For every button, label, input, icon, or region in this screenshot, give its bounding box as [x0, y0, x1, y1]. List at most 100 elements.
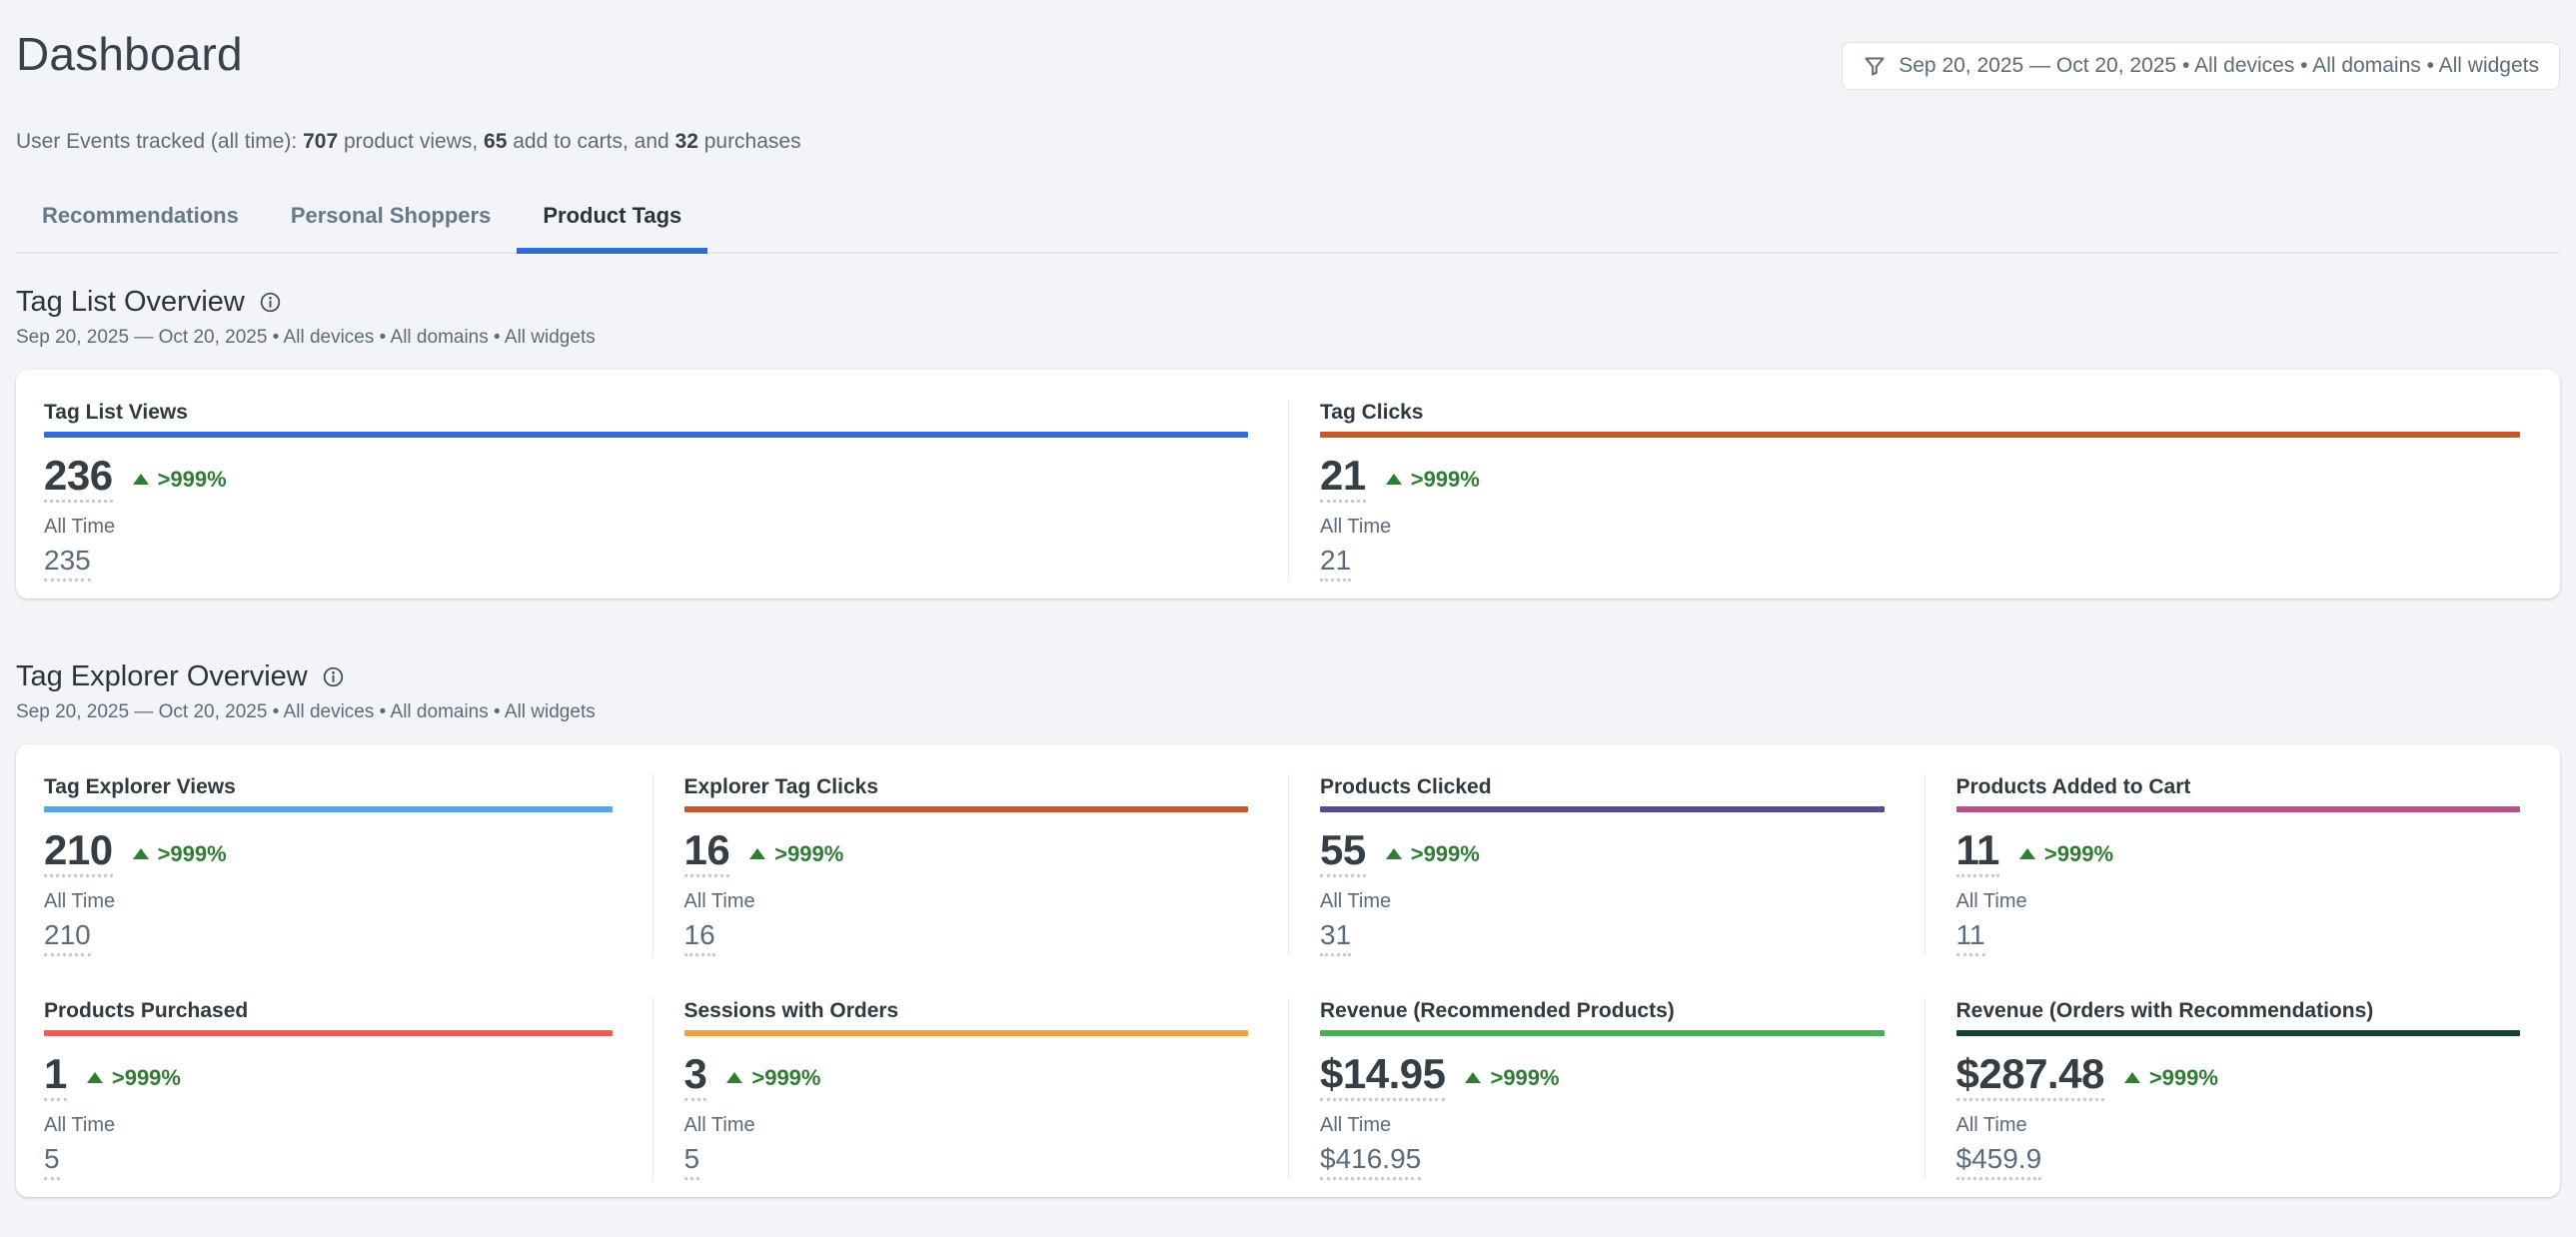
metric-delta: >999%: [86, 1064, 181, 1090]
triangle-up-icon: [749, 848, 766, 859]
metric-value[interactable]: 236: [44, 455, 113, 503]
metric-value[interactable]: 3: [683, 1053, 707, 1101]
metric-value-row: 1 >999%: [44, 1053, 613, 1101]
metrics-grid: Tag List Views 236 >999% All Time 235 Tag Cli…: [16, 400, 2560, 582]
metric-products-purchased: Products Purchased 1 >999% All Time 5: [16, 998, 652, 1180]
all-time-value[interactable]: 5: [683, 1144, 700, 1180]
all-time-label: All Time: [44, 516, 116, 538]
add-to-carts-count: 65: [484, 130, 508, 153]
metric-delta: >999%: [1385, 467, 1480, 492]
page-title: Dashboard: [16, 28, 243, 80]
metric-label: Products Purchased: [44, 999, 249, 1022]
triangle-up-icon: [2123, 1072, 2140, 1083]
metric-explorer-tag-clicks: Explorer Tag Clicks 16 >999% All Time 16: [651, 774, 1289, 956]
metric-delta: >999%: [1385, 840, 1480, 866]
metric-delta: >999%: [726, 1064, 821, 1090]
metric-label: Products Clicked: [1320, 775, 1492, 798]
sections-container: Tag List Overview Sep 20, 2025 — Oct 20, …: [16, 284, 2560, 1197]
metric-value[interactable]: 11: [1955, 829, 1999, 877]
section-filters-subtitle: Sep 20, 2025 — Oct 20, 2025 • All device…: [16, 327, 596, 348]
metric-value-row: 210 >999%: [44, 829, 613, 877]
all-time-label: All Time: [683, 890, 755, 912]
metric-value[interactable]: $287.48: [1955, 1053, 2104, 1101]
metric-delta-value: >999%: [774, 840, 844, 866]
metric-products-clicked: Products Clicked 55 >999% All Time 31: [1288, 774, 1925, 956]
metric-label: Tag Clicks: [1320, 401, 1424, 424]
section-title: Tag List Overview: [16, 286, 245, 318]
metric-label: Revenue (Orders with Recommendations): [1955, 999, 2374, 1022]
metric-accent-bar: [1955, 1030, 2520, 1036]
filter-funnel-icon: [1863, 54, 1887, 78]
triangle-up-icon: [1385, 848, 1402, 859]
metric-tag-list-views: Tag List Views 236 >999% All Time 235: [16, 400, 1288, 582]
metric-value[interactable]: 55: [1320, 829, 1366, 877]
metric-products-added-to-cart: Products Added to Cart 11 >999% All Time 11: [1924, 774, 2561, 956]
tab-bar: Recommendations Personal Shoppers Product …: [16, 202, 2560, 254]
metric-tag-clicks: Tag Clicks 21 >999% All Time 21: [1288, 400, 2560, 582]
metric-label: Sessions with Orders: [683, 999, 899, 1022]
all-time-value[interactable]: 21: [1320, 546, 1352, 582]
metric-value-row: 16 >999%: [683, 829, 1249, 877]
all-time-value[interactable]: 31: [1320, 920, 1352, 956]
metric-delta-value: >999%: [1410, 840, 1480, 866]
all-time-label: All Time: [1320, 516, 1392, 538]
all-time-value[interactable]: 235: [44, 546, 91, 582]
metric-value[interactable]: 21: [1320, 455, 1366, 503]
metric-revenue-recommended-products: Revenue (Recommended Products) $14.95 >999…: [1288, 998, 1925, 1180]
all-time-label: All Time: [1320, 1114, 1392, 1136]
metric-value-row: 55 >999%: [1320, 829, 1885, 877]
metric-delta: >999%: [132, 467, 227, 492]
global-filters-chip[interactable]: Sep 20, 2025 — Oct 20, 2025 • All device…: [1842, 42, 2560, 90]
metric-accent-bar: [1955, 806, 2520, 812]
purchases-count: 32: [674, 130, 698, 153]
metric-accent-bar: [44, 806, 613, 812]
metric-delta-value: >999%: [157, 840, 227, 866]
info-icon[interactable]: [322, 665, 345, 688]
info-icon[interactable]: [259, 291, 282, 314]
metric-revenue-orders-with-recommendations: Revenue (Orders with Recommendations) $28…: [1924, 998, 2561, 1180]
metric-delta-value: >999%: [751, 1064, 821, 1090]
metric-value-row: $14.95 >999%: [1320, 1053, 1885, 1101]
tab-personal-shoppers[interactable]: Personal Shoppers: [265, 202, 518, 254]
metric-value-row: 11 >999%: [1955, 829, 2521, 877]
all-time-label: All Time: [1320, 890, 1392, 912]
metric-accent-bar: [683, 1030, 1248, 1036]
all-time-label: All Time: [44, 1114, 116, 1136]
metric-label: Tag List Views: [44, 401, 188, 424]
metric-value-row: 3 >999%: [683, 1053, 1249, 1101]
tab-recommendations[interactable]: Recommendations: [16, 202, 265, 254]
section-tag-explorer-overview: Tag Explorer Overview Sep 20, 2025 — Oct …: [16, 658, 2560, 1197]
all-time-value[interactable]: 16: [683, 920, 715, 956]
section-filters-subtitle: Sep 20, 2025 — Oct 20, 2025 • All device…: [16, 701, 596, 722]
all-time-label: All Time: [1955, 890, 2027, 912]
all-time-label: All Time: [683, 1114, 755, 1136]
metric-accent-bar: [44, 432, 1248, 438]
triangle-up-icon: [1385, 474, 1402, 485]
global-filters-label: Sep 20, 2025 — Oct 20, 2025 • All device…: [1899, 54, 2539, 77]
metric-value[interactable]: 1: [44, 1053, 67, 1101]
metric-value-row: $287.48 >999%: [1955, 1053, 2521, 1101]
triangle-up-icon: [2018, 848, 2035, 859]
metric-accent-bar: [1320, 1030, 1885, 1036]
all-time-value[interactable]: 11: [1955, 920, 1985, 956]
metric-delta-value: >999%: [111, 1064, 181, 1090]
metric-label: Revenue (Recommended Products): [1320, 999, 1675, 1022]
all-time-value[interactable]: $416.95: [1320, 1144, 1422, 1180]
all-time-label: All Time: [44, 890, 116, 912]
metric-value[interactable]: 210: [44, 829, 113, 877]
section-header: Tag List Overview: [16, 284, 2560, 320]
section-title: Tag Explorer Overview: [16, 660, 308, 692]
metric-delta: >999%: [749, 840, 844, 866]
metrics-card: Tag Explorer Views 210 >999% All Time 210 Exp…: [16, 744, 2560, 1197]
top-bar: Dashboard Sep 20, 2025 — Oct 20, 2025 • …: [16, 26, 2560, 90]
metric-value[interactable]: 16: [683, 829, 730, 877]
all-time-value[interactable]: 210: [44, 920, 91, 956]
metric-tag-explorer-views: Tag Explorer Views 210 >999% All Time 210: [16, 774, 652, 956]
tab-product-tags[interactable]: Product Tags: [517, 202, 708, 254]
triangle-up-icon: [132, 474, 149, 485]
triangle-up-icon: [86, 1072, 103, 1083]
metric-value[interactable]: $14.95: [1320, 1053, 1446, 1101]
all-time-value[interactable]: 5: [44, 1144, 60, 1180]
all-time-value[interactable]: $459.9: [1955, 1144, 2042, 1180]
metric-accent-bar: [683, 806, 1248, 812]
